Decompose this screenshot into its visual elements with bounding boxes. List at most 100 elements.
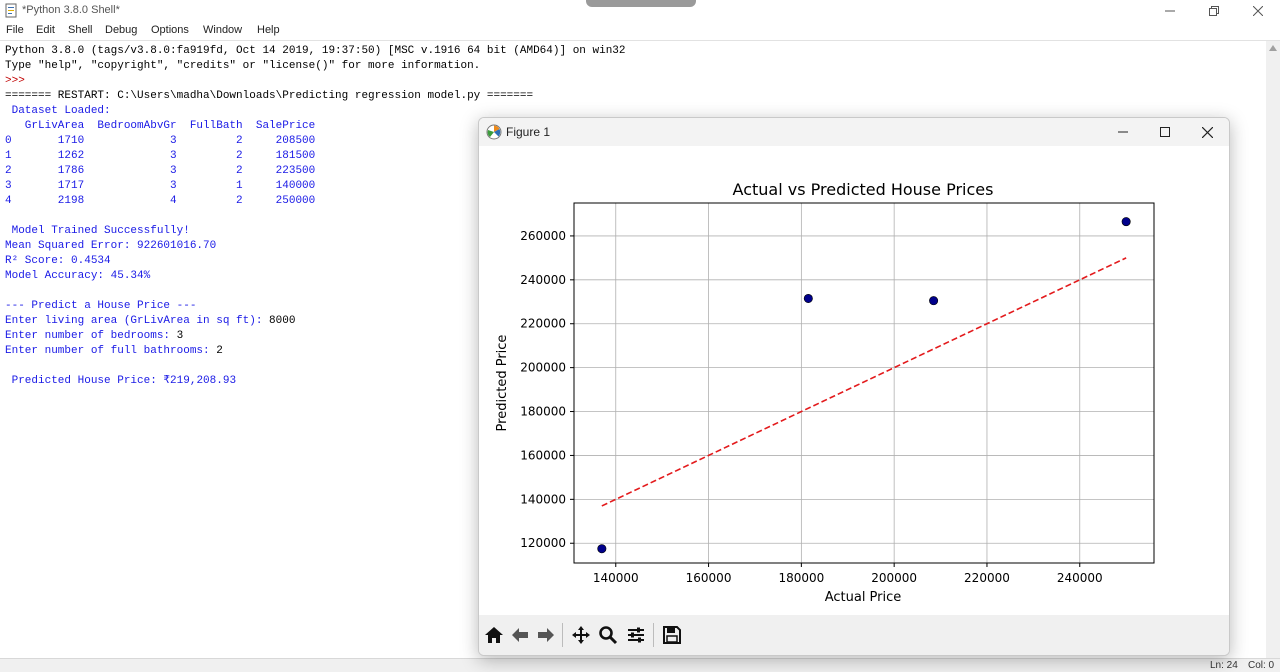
shell-line: 3 1717 3 1 140000: [5, 179, 315, 194]
y-tick-label: 160000: [520, 448, 566, 462]
vertical-scrollbar[interactable]: [1266, 41, 1280, 658]
shell-line: Model Accuracy: 45.34%: [5, 269, 150, 284]
x-tick-label: 200000: [871, 571, 917, 585]
shell-line: 4 2198 4 2 250000: [5, 194, 315, 209]
axis-ticks: 140000 160000 180000 200000 220000 240000 1200…: [520, 229, 1102, 585]
close-icon: [1201, 126, 1213, 138]
column-number: Col: 0: [1248, 660, 1275, 671]
data-point: [803, 293, 813, 303]
figure-minimize-button[interactable]: [1101, 118, 1145, 146]
shell-line-text: 0 1710 3 2 208500: [5, 135, 316, 147]
forward-button[interactable]: [534, 623, 558, 647]
shell-line: >>>: [5, 74, 31, 89]
scroll-up-icon[interactable]: [1269, 45, 1277, 51]
shell-line: ======= RESTART: C:\Users\madha\Download…: [5, 89, 533, 104]
user-input-value: 3: [176, 330, 184, 342]
menu-options[interactable]: Options: [151, 24, 189, 36]
toolbar-separator: [562, 623, 563, 647]
shell-line-text: Enter number of bedrooms:: [5, 330, 177, 342]
shell-line-text: 2 1786 3 2 223500: [5, 165, 316, 177]
minimize-button[interactable]: [1148, 0, 1192, 22]
data-point: [1121, 217, 1131, 227]
close-button[interactable]: [1236, 0, 1280, 22]
shell-line: 1 1262 3 2 181500: [5, 149, 315, 164]
shell-line: R² Score: 0.4534: [5, 254, 111, 269]
shell-line-text: --- Predict a House Price ---: [5, 300, 197, 312]
y-tick-label: 180000: [520, 405, 566, 419]
grid: [574, 203, 1154, 563]
figure-window[interactable]: Figure 1 Actual vs Predicted House Price…: [478, 117, 1230, 656]
shell-line-text: Mean Squared Error: 922601016.70: [5, 240, 217, 252]
status-bar: Ln: 24 Col: 0: [0, 658, 1280, 672]
shell-line-text: Type "help", "copyright", "credits" or "…: [5, 60, 481, 72]
shell-line: 2 1786 3 2 223500: [5, 164, 315, 179]
chart-title: Actual vs Predicted House Prices: [733, 180, 994, 199]
shell-line-text: Model Trained Successfully!: [5, 225, 190, 237]
back-button[interactable]: [508, 623, 532, 647]
line-number: Ln: 24: [1210, 660, 1238, 671]
minimize-icon: [1118, 131, 1128, 133]
y-tick-label: 220000: [520, 317, 566, 331]
y-tick-label: 240000: [520, 273, 566, 287]
ideal-fit-line: [601, 257, 1127, 507]
matplotlib-icon: [486, 124, 502, 140]
y-tick-label: 260000: [520, 229, 566, 243]
y-tick-label: 200000: [520, 361, 566, 375]
minimize-icon: [1165, 10, 1175, 12]
shell-line: 0 1710 3 2 208500: [5, 134, 315, 149]
data-point: [929, 296, 939, 306]
x-tick-label: 220000: [964, 571, 1010, 585]
snap-handle[interactable]: [586, 0, 696, 7]
title-bar: *Python 3.8.0 Shell*: [0, 0, 1280, 22]
home-icon: [485, 627, 503, 643]
configure-subplots-button[interactable]: [624, 623, 648, 647]
figure-close-button[interactable]: [1185, 118, 1229, 146]
shell-line-text: 3 1717 3 1 140000: [5, 180, 316, 192]
idle-document-icon: [5, 3, 17, 18]
pan-icon: [572, 626, 590, 644]
x-tick-label: 180000: [778, 571, 824, 585]
save-icon: [663, 626, 681, 644]
figure-toolbar: [479, 615, 1229, 655]
configure-subplots-icon: [628, 627, 644, 643]
y-tick-label: 120000: [520, 536, 566, 550]
shell-line: GrLivArea BedroomAbvGr FullBath SalePric…: [5, 119, 315, 134]
shell-line: Enter living area (GrLivArea in sq ft): …: [5, 314, 295, 329]
figure-maximize-button[interactable]: [1143, 118, 1187, 146]
shell-line: Type "help", "copyright", "credits" or "…: [5, 59, 480, 74]
menu-help[interactable]: Help: [257, 24, 280, 36]
pan-button[interactable]: [569, 623, 593, 647]
plot-area-frame: [573, 202, 1155, 564]
maximize-icon: [1160, 127, 1170, 137]
x-axis-label: Actual Price: [825, 590, 902, 605]
restore-button[interactable]: [1192, 0, 1236, 22]
menu-edit[interactable]: Edit: [36, 24, 55, 36]
menu-debug[interactable]: Debug: [105, 24, 138, 36]
zoom-button[interactable]: [596, 623, 620, 647]
shell-line-text: Enter living area (GrLivArea in sq ft):: [5, 315, 270, 327]
menu-file[interactable]: File: [6, 24, 24, 36]
reference-line-layer: [601, 257, 1127, 507]
menu-shell[interactable]: Shell: [68, 24, 93, 36]
save-button[interactable]: [660, 623, 684, 647]
shell-line-text: Dataset Loaded:: [5, 105, 111, 117]
shell-line: Enter number of bedrooms: 3: [5, 329, 183, 344]
restore-icon: [1209, 6, 1219, 16]
x-tick-label: 240000: [1057, 571, 1103, 585]
data-point: [597, 544, 607, 554]
shell-line: Python 3.8.0 (tags/v3.8.0:fa919fd, Oct 1…: [5, 44, 626, 59]
shell-line: Mean Squared Error: 922601016.70: [5, 239, 216, 254]
zoom-icon: [599, 626, 618, 645]
window-title: *Python 3.8.0 Shell*: [22, 4, 120, 16]
home-button[interactable]: [482, 623, 506, 647]
forward-arrow-icon: [538, 628, 554, 642]
plot-canvas[interactable]: Actual vs Predicted House Prices 140000 1…: [479, 146, 1229, 615]
y-tick-label: 140000: [520, 492, 566, 506]
menu-bar: File Edit Shell Debug Options Window Hel…: [0, 22, 1280, 41]
scatter-points: [597, 217, 1131, 554]
shell-line-text: 1 1262 3 2 181500: [5, 150, 316, 162]
shell-line: Model Trained Successfully!: [5, 224, 190, 239]
shell-line: Dataset Loaded:: [5, 104, 111, 119]
y-axis-label: Predicted Price: [495, 335, 510, 432]
menu-window[interactable]: Window: [203, 24, 243, 36]
